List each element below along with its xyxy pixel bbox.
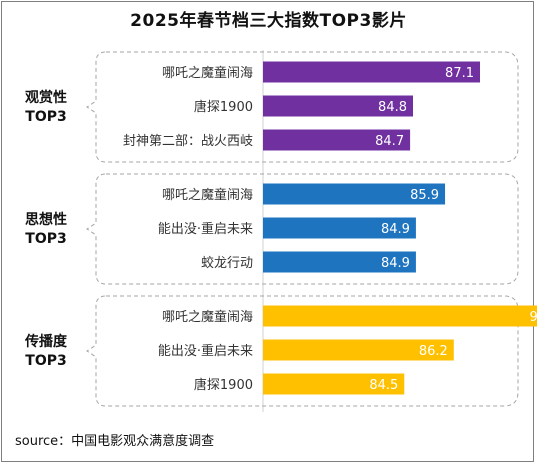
data-label: 84.8 [378, 100, 407, 115]
data-label: 84.9 [381, 256, 410, 271]
bar [263, 339, 454, 361]
data-label: 84.7 [375, 134, 404, 149]
bar [263, 95, 414, 117]
group-label: 观赏性 [25, 89, 67, 106]
group-bracket [86, 295, 519, 407]
data-label: 85.9 [410, 188, 439, 203]
data-label: 87.1 [445, 66, 474, 81]
group-label: 传播度 [24, 333, 68, 350]
data-label: 84.9 [381, 222, 410, 237]
category-label: 能出没·重启未来 [158, 343, 253, 359]
group-label-sub: TOP3 [25, 353, 66, 369]
chart-title: 2025年春节档三大指数TOP3影片 [130, 11, 407, 31]
category-label: 唐探1900 [194, 377, 253, 393]
bar [263, 305, 537, 327]
data-label: 84.5 [369, 378, 398, 393]
category-label: 哪吒之魔童闹海 [162, 65, 253, 81]
bar [263, 183, 446, 205]
bar [263, 129, 411, 151]
data-label: 90.0 [530, 310, 537, 325]
group-label: 思想性 [25, 211, 67, 228]
source-note: source：中国电影观众满意度调查 [15, 434, 215, 449]
group-bracket [86, 51, 519, 163]
bar [263, 61, 480, 83]
category-label: 唐探1900 [194, 99, 253, 115]
data-label: 86.2 [419, 344, 448, 359]
category-label: 能出没·重启未来 [158, 221, 253, 237]
category-label: 蛟龙行动 [201, 256, 253, 271]
group-label-sub: TOP3 [25, 231, 66, 247]
bar [263, 373, 405, 395]
category-label: 封神第二部：战火西岐 [123, 134, 253, 149]
bar [263, 251, 416, 273]
category-label: 哪吒之魔童闹海 [162, 309, 253, 325]
group-label-sub: TOP3 [25, 109, 66, 125]
group-bracket [86, 173, 519, 285]
category-label: 哪吒之魔童闹海 [162, 187, 253, 203]
bar [263, 217, 416, 239]
